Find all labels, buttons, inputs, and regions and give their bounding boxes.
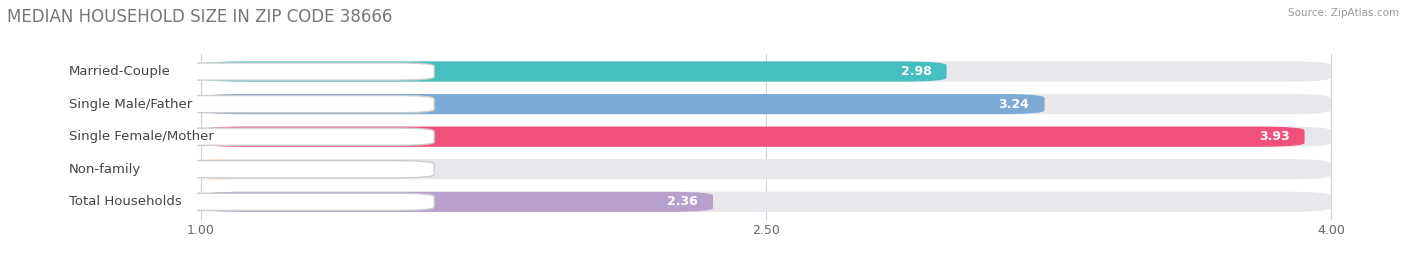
Text: Single Male/Father: Single Male/Father [69, 98, 193, 111]
FancyBboxPatch shape [201, 126, 1305, 147]
Text: 3.93: 3.93 [1258, 130, 1289, 143]
Text: Total Households: Total Households [69, 195, 181, 208]
FancyBboxPatch shape [0, 63, 434, 80]
FancyBboxPatch shape [0, 95, 434, 113]
FancyBboxPatch shape [201, 94, 1331, 114]
Text: 2.36: 2.36 [668, 195, 697, 208]
Circle shape [0, 130, 91, 143]
Text: Source: ZipAtlas.com: Source: ZipAtlas.com [1288, 8, 1399, 18]
Text: Married-Couple: Married-Couple [69, 65, 170, 78]
Circle shape [0, 163, 91, 176]
FancyBboxPatch shape [190, 159, 246, 179]
FancyBboxPatch shape [0, 161, 434, 178]
FancyBboxPatch shape [201, 126, 1331, 147]
FancyBboxPatch shape [0, 193, 434, 210]
Circle shape [0, 65, 91, 78]
FancyBboxPatch shape [201, 192, 1331, 212]
FancyBboxPatch shape [201, 192, 713, 212]
Text: Single Female/Mother: Single Female/Mother [69, 130, 214, 143]
Text: 3.24: 3.24 [998, 98, 1029, 111]
FancyBboxPatch shape [201, 94, 1045, 114]
Text: 1.09: 1.09 [257, 163, 285, 176]
Circle shape [0, 98, 91, 111]
Text: MEDIAN HOUSEHOLD SIZE IN ZIP CODE 38666: MEDIAN HOUSEHOLD SIZE IN ZIP CODE 38666 [7, 8, 392, 26]
Circle shape [0, 195, 91, 208]
Text: 2.98: 2.98 [901, 65, 932, 78]
Text: Non-family: Non-family [69, 163, 141, 176]
FancyBboxPatch shape [201, 61, 946, 82]
FancyBboxPatch shape [0, 128, 434, 145]
FancyBboxPatch shape [201, 159, 1331, 179]
FancyBboxPatch shape [201, 61, 1331, 82]
